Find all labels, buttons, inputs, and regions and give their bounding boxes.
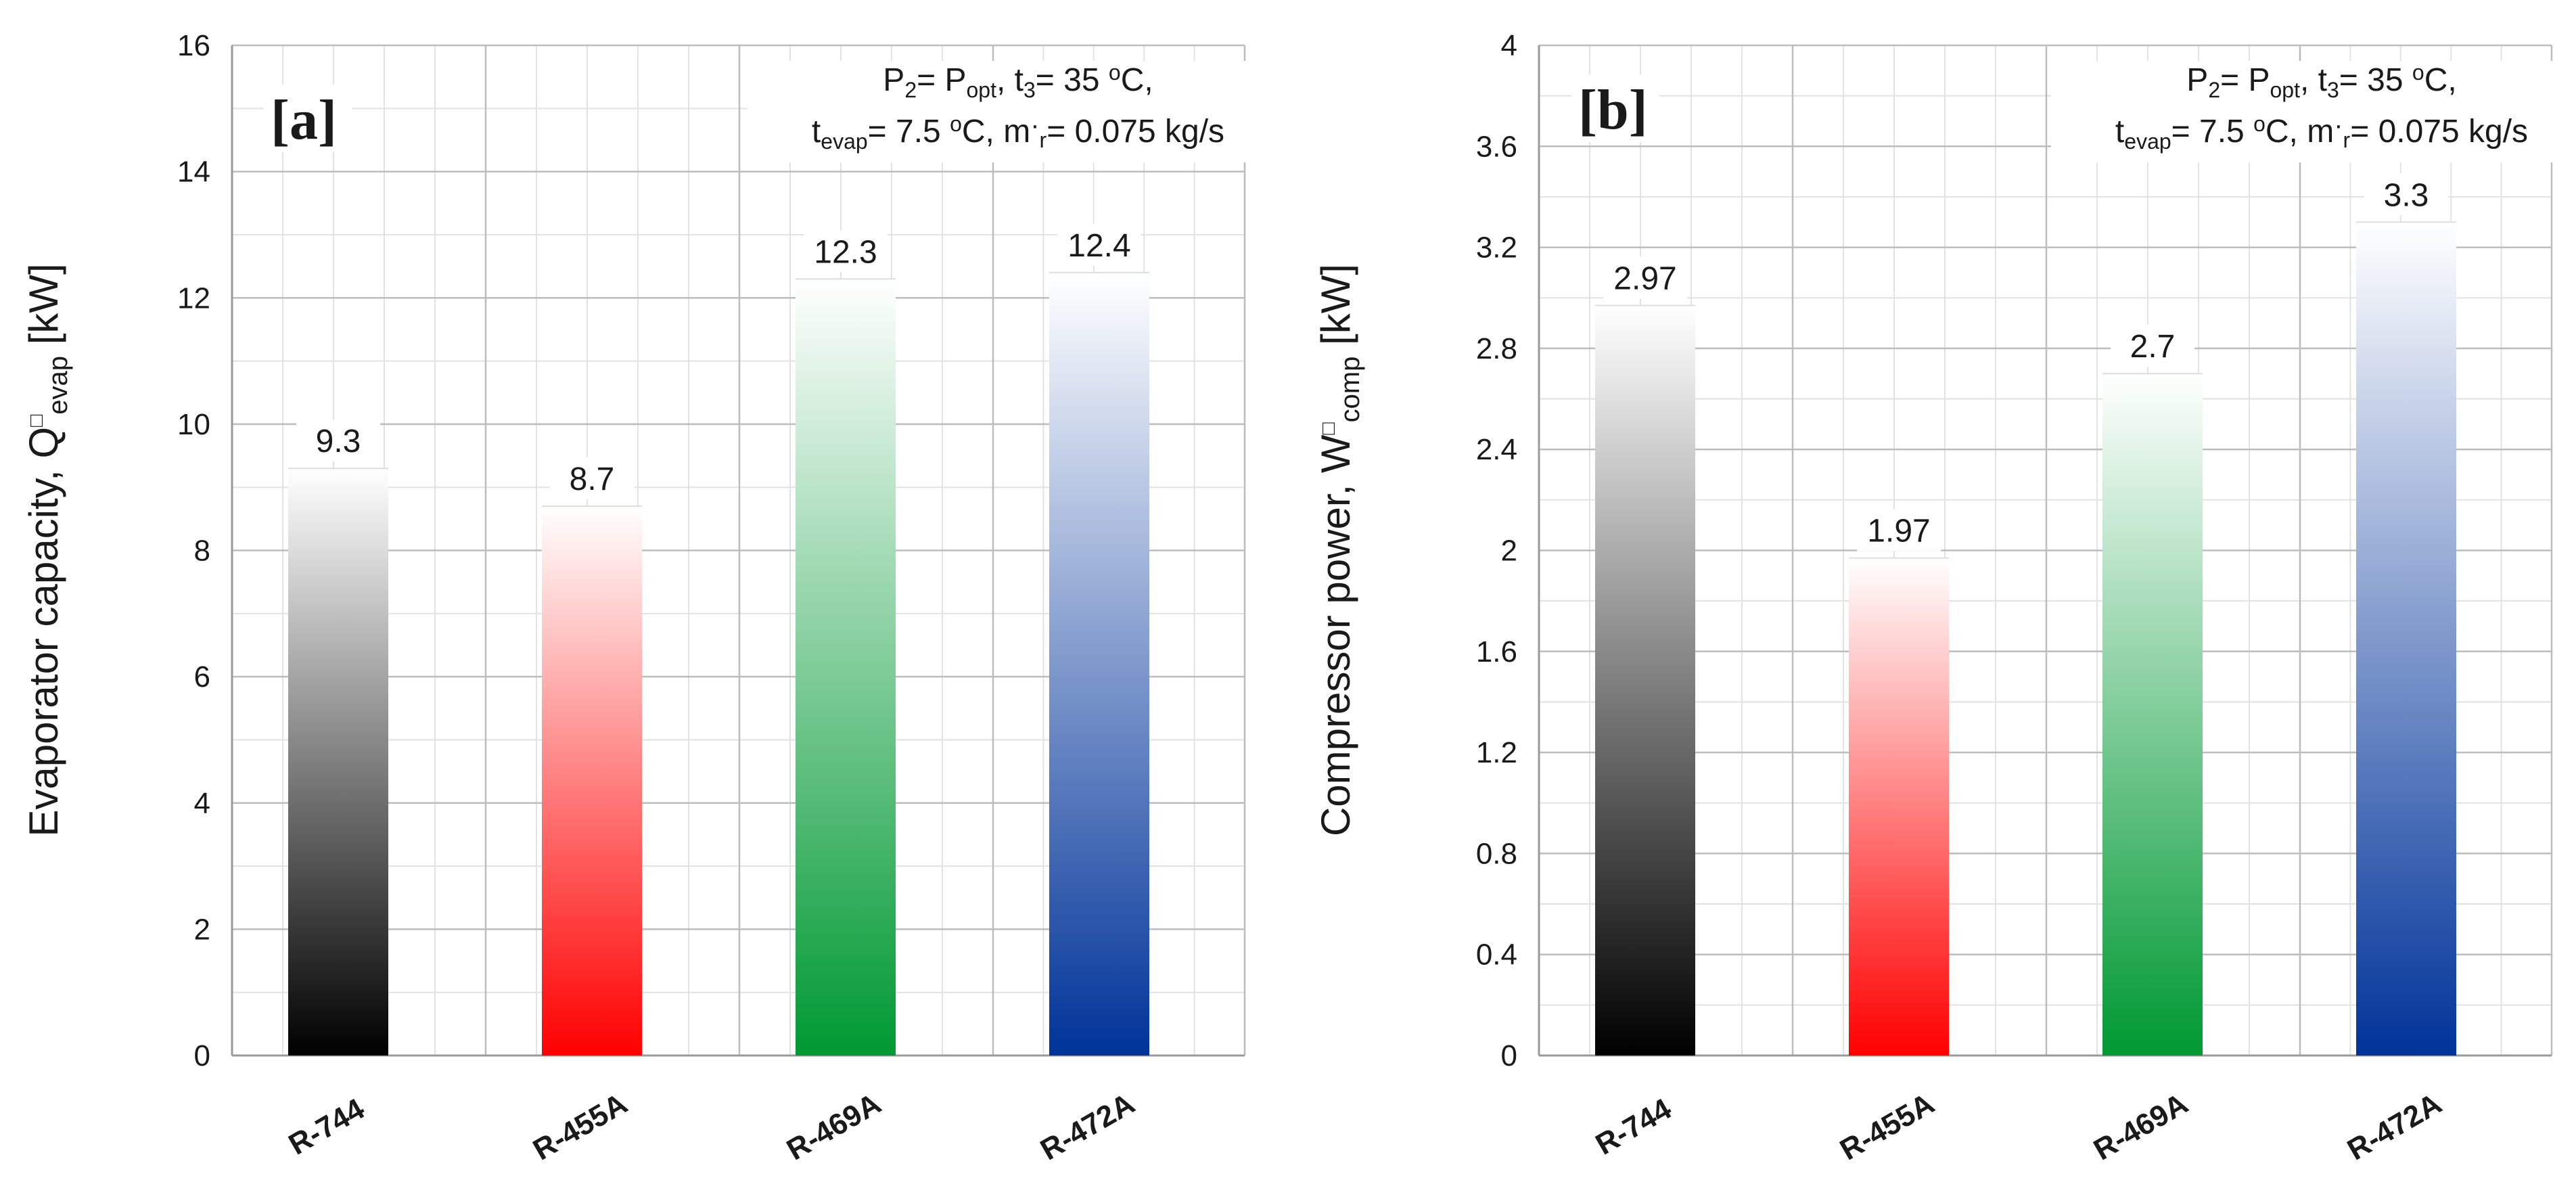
bar-value-label: 8.7	[570, 461, 615, 497]
bar-r-744	[1595, 305, 1695, 1056]
y-tick-label: 0	[194, 1039, 210, 1072]
bar-r-469a	[2102, 373, 2203, 1056]
bar-value-label-bg	[2111, 325, 2194, 367]
x-tick-label: R-469A	[2088, 1087, 2194, 1166]
y-tick-label: 16	[177, 29, 210, 62]
y-tick-label: 0	[1501, 1039, 1517, 1072]
y-tick-label: 2	[1501, 535, 1517, 568]
bar-value-label: 1.97	[1867, 514, 1930, 549]
y-tick-label: 14	[177, 156, 210, 189]
y-tick-label: 1.2	[1476, 736, 1517, 769]
bar-value-label-bg	[804, 230, 888, 273]
bar-value-label: 12.4	[1067, 228, 1130, 264]
y-tick-label: 0.4	[1476, 938, 1517, 972]
y-tick-label: 6	[194, 660, 210, 694]
y-tick-label: 2.8	[1476, 332, 1517, 365]
y-tick-label: 1.6	[1476, 635, 1517, 668]
y-tick-label: 4	[1501, 29, 1517, 62]
bar-value-label-bg	[550, 457, 634, 500]
annotation-bg	[748, 61, 1289, 162]
bar-value-label: 12.3	[814, 234, 877, 270]
y-tick-label: 2.4	[1476, 433, 1517, 466]
bar-r-744	[288, 468, 388, 1056]
bar-value-label: 9.3	[316, 424, 361, 459]
bar-r-472a	[1049, 272, 1149, 1056]
x-tick-label: R-472A	[2342, 1087, 2447, 1166]
y-tick-label: 0.8	[1476, 837, 1517, 870]
y-tick-label: 3.6	[1476, 130, 1517, 163]
panel-letter-bg	[1571, 74, 1659, 142]
bar-value-label-bg	[2364, 173, 2448, 216]
bar-r-472a	[2356, 222, 2456, 1056]
chart-panel-a: 0 2 4 6 8 10 12 14 16 Evaporator capacity, Q□evap…	[21, 29, 1289, 1167]
bar-r-469a	[796, 279, 896, 1056]
x-tick-label: R-744	[1590, 1092, 1678, 1162]
annotation-line-1: P2= Popt, t3= 35 oC,	[883, 60, 1153, 102]
y-tick-label: 8	[194, 535, 210, 568]
x-tick-label: R-744	[283, 1092, 371, 1162]
y-tick-label: 10	[177, 408, 210, 441]
y-tick-label: 4	[194, 787, 210, 820]
panel-letter: [a]	[271, 89, 337, 152]
bar-value-label-bg	[1057, 223, 1141, 266]
bar-value-label: 2.97	[1613, 260, 1676, 296]
annotation-line-2: tevap= 7.5 oC, m·r= 0.075 kg/s	[2115, 110, 2528, 154]
x-tick-label: R-455A	[1835, 1087, 1940, 1166]
annotation-line-1: P2= Popt, t3= 35 oC,	[2186, 60, 2456, 102]
y-tick-label: 2	[194, 913, 210, 946]
annotation-bg	[2051, 61, 2576, 162]
panel-letter-bg	[264, 85, 352, 152]
bar-value-label-bg	[1857, 509, 1941, 551]
y-tick-label: 12	[177, 281, 210, 315]
y-axis-label: Compressor power, W□comp [kW]	[1313, 264, 1365, 836]
bar-value-label-bg	[296, 419, 380, 462]
x-tick-label: R-455A	[528, 1087, 633, 1166]
bar-r-455a	[542, 506, 642, 1056]
x-tick-label: R-472A	[1035, 1087, 1141, 1166]
bar-value-label: 3.3	[2384, 177, 2429, 213]
y-tick-label: 3.2	[1476, 231, 1517, 265]
bar-r-455a	[1849, 558, 1949, 1056]
annotation-line-2: tevap= 7.5 oC, m·r= 0.075 kg/s	[812, 110, 1224, 154]
bar-value-label: 2.7	[2130, 329, 2176, 365]
chart-panel-b: 0 0.4 0.8 1.2 1.6 2 2.4 2.8 3.2 3.6 4 Compressor po…	[1313, 29, 2576, 1167]
x-tick-label: R-469A	[781, 1087, 887, 1166]
panel-letter: [b]	[1578, 78, 1648, 141]
bar-value-label-bg	[1603, 256, 1687, 299]
y-axis-label: Evaporator capacity, Q□evap [kW]	[21, 263, 73, 836]
